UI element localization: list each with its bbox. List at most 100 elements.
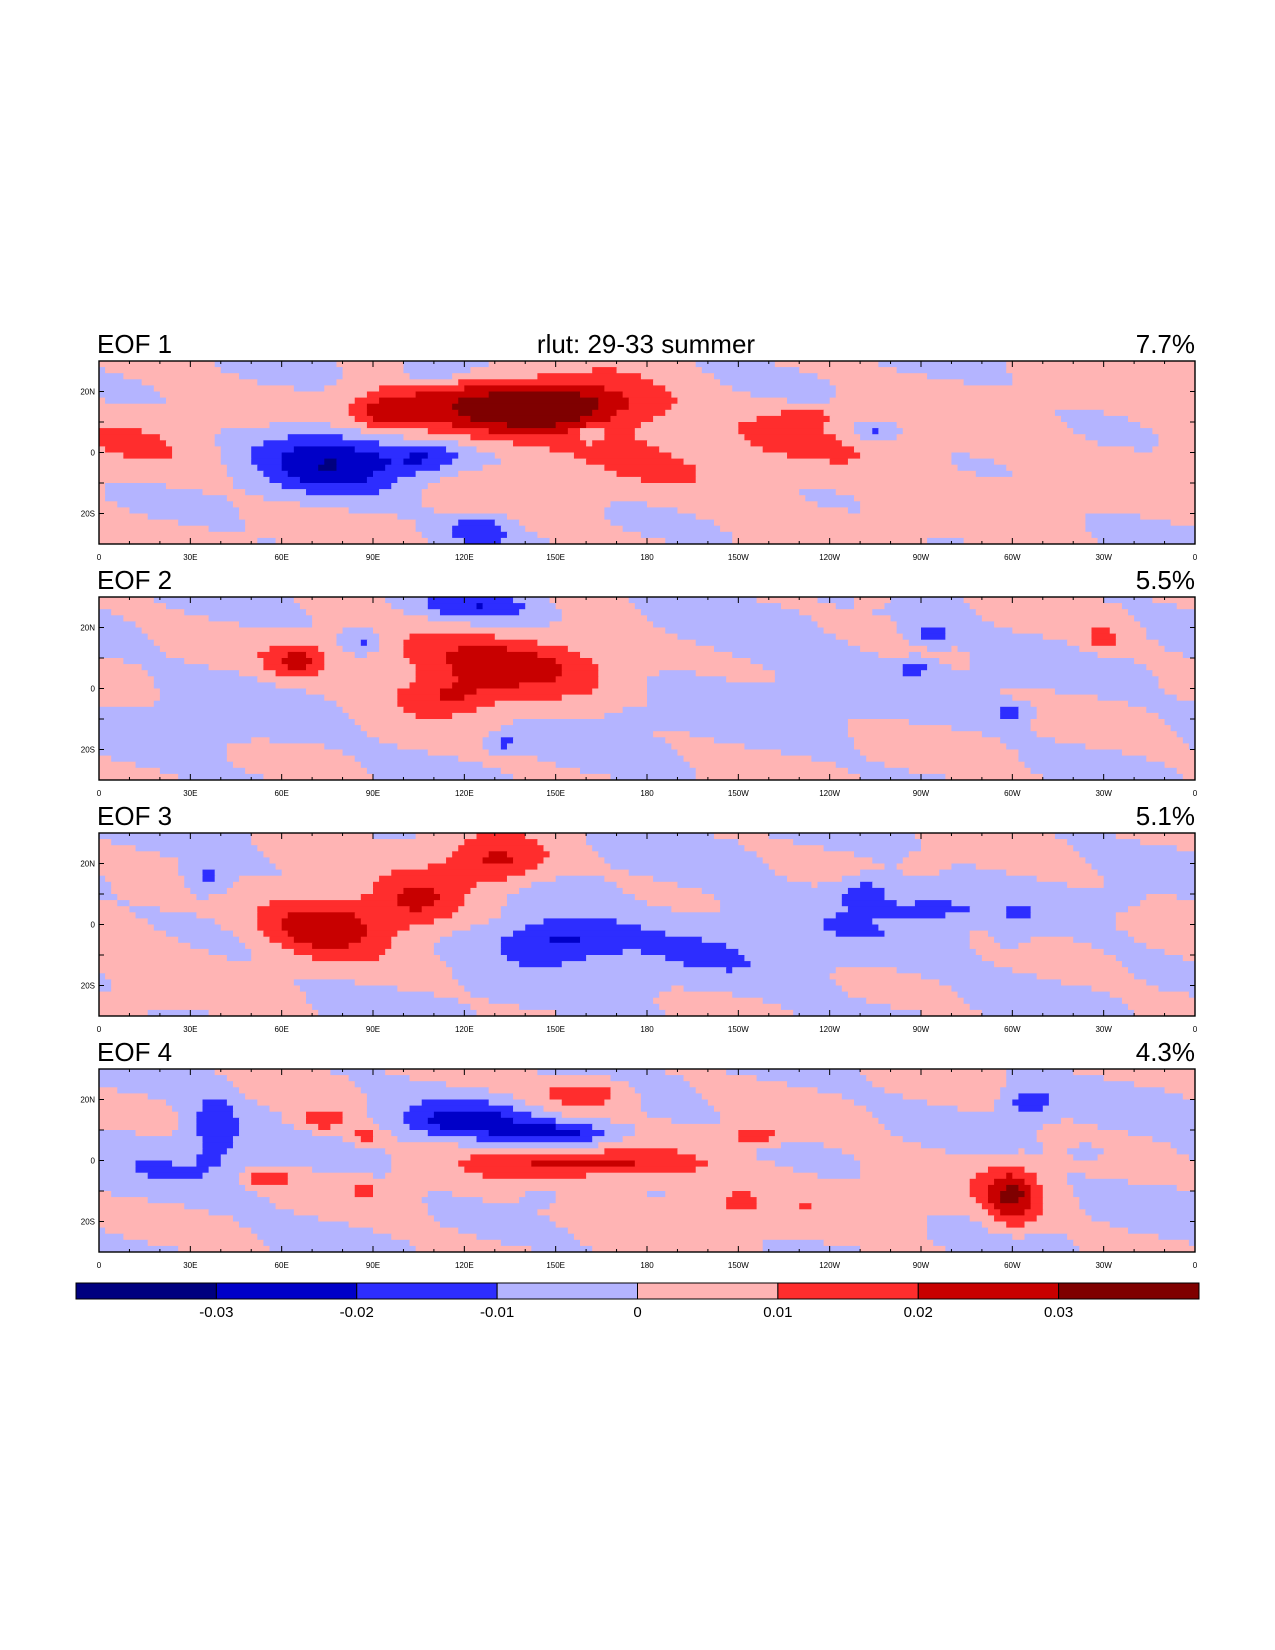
heatmap-cell <box>1024 1233 1068 1241</box>
heatmap-cell <box>105 1227 252 1235</box>
heatmap-cell <box>403 645 459 653</box>
heatmap-cell <box>872 1111 1195 1119</box>
heatmap-cell <box>604 1099 642 1107</box>
heatmap-cell <box>153 597 295 604</box>
heatmap-cell <box>994 961 1123 968</box>
x-tick-label: 150E <box>546 1261 565 1270</box>
heatmap-cell <box>1042 1197 1080 1204</box>
heatmap-cell <box>1036 1178 1068 1186</box>
heatmap-cell <box>251 955 313 962</box>
heatmap-cell <box>500 948 624 956</box>
heatmap-cell <box>1061 1117 1074 1125</box>
heatmap-cell <box>99 887 112 895</box>
heatmap-cell <box>159 906 258 913</box>
heatmap-cell <box>105 446 173 454</box>
heatmap-cell <box>135 1160 173 1168</box>
heatmap-cell <box>281 464 319 472</box>
heatmap-cell <box>902 1093 1001 1101</box>
heatmap-cell <box>366 476 398 484</box>
heatmap-cell <box>99 1203 185 1210</box>
heatmap-cell <box>421 458 453 466</box>
x-tick-label: 60W <box>1004 553 1021 562</box>
heatmap-cell <box>470 1154 697 1162</box>
heatmap-cell <box>695 773 861 780</box>
heatmap-cell <box>99 725 362 732</box>
panel-eof-4: EOF 4 4.3% 0 30E 60E 90E 120E 150E 180 150W 120W… <box>80 1037 1197 1270</box>
heatmap-cell <box>738 839 794 846</box>
heatmap-cell <box>403 639 538 647</box>
heatmap-cell <box>561 1111 648 1119</box>
heatmap-cell <box>123 615 210 622</box>
heatmap-cell <box>713 519 1086 527</box>
heatmap-cell <box>99 507 131 515</box>
heatmap-cell <box>99 446 106 454</box>
heatmap-cell <box>190 942 246 950</box>
heatmap-cell <box>525 869 630 877</box>
heatmap-cell <box>239 1117 283 1125</box>
heatmap-cell <box>458 519 496 527</box>
heatmap-cell <box>713 373 819 380</box>
heatmap-cell <box>336 379 459 386</box>
heatmap-cell <box>226 1075 350 1082</box>
heatmap-cell <box>720 906 849 913</box>
heatmap-cell <box>470 924 526 932</box>
heatmap-cell <box>476 706 624 714</box>
heatmap-cell <box>506 894 636 901</box>
heatmap-cell <box>866 1105 959 1113</box>
heatmap-cell <box>1073 845 1178 852</box>
colorbar-swatch <box>356 1282 498 1300</box>
heatmap-cell <box>1036 712 1160 720</box>
heatmap-cell <box>738 1130 776 1137</box>
heatmap-cell <box>604 513 697 521</box>
panel-3-variance: 5.1% <box>1136 801 1195 831</box>
heatmap-cell <box>269 737 380 744</box>
heatmap-cell <box>1030 1197 1044 1204</box>
heatmap-cell <box>1091 531 1195 539</box>
heatmap-cell <box>488 1099 526 1107</box>
heatmap-cell <box>829 458 849 466</box>
heatmap-cell <box>184 658 264 665</box>
heatmap-cell <box>239 621 313 629</box>
heatmap-cell <box>1091 639 1117 647</box>
heatmap-cell <box>945 633 1044 641</box>
heatmap-cell <box>354 755 459 763</box>
heatmap-cell <box>293 948 386 956</box>
heatmap-cell <box>1182 955 1195 962</box>
heatmap-cell <box>793 1009 922 1016</box>
heatmap-cell <box>732 385 837 393</box>
heatmap-cell <box>1128 1003 1195 1011</box>
heatmap-cell <box>1048 1093 1184 1101</box>
heatmap-cell <box>902 428 1074 435</box>
heatmap-cell <box>293 385 325 393</box>
heatmap-cell <box>348 409 368 417</box>
heatmap-cell <box>866 997 965 1005</box>
heatmap-cell <box>318 464 338 472</box>
heatmap-cell <box>500 737 514 744</box>
heatmap-cell <box>208 1209 295 1216</box>
heatmap-cell <box>391 942 435 950</box>
heatmap-cell <box>750 961 995 968</box>
heatmap-cell <box>513 857 545 865</box>
heatmap-cell <box>854 422 898 429</box>
heatmap-cell <box>653 379 721 386</box>
heatmap-cell <box>817 881 861 889</box>
heatmap-cell <box>659 446 764 454</box>
x-tick-label: 120E <box>455 1025 474 1034</box>
heatmap-cell <box>1128 906 1195 913</box>
heatmap-cell <box>1146 706 1195 714</box>
heatmap-cell <box>342 627 374 635</box>
heatmap-cell <box>1176 731 1195 738</box>
heatmap-cell <box>665 955 746 962</box>
heatmap-cell <box>531 1111 563 1119</box>
heatmap-cell <box>99 1227 106 1235</box>
heatmap-cell <box>634 1130 739 1137</box>
heatmap-cell <box>586 458 685 466</box>
heatmap-cell <box>232 1111 283 1119</box>
heatmap-cell <box>251 1178 289 1186</box>
heatmap-cell <box>1103 875 1195 883</box>
heatmap-cell <box>202 1136 234 1143</box>
heatmap-cell <box>214 869 283 877</box>
heatmap-cell <box>1134 936 1195 944</box>
heatmap-cell <box>452 973 831 980</box>
heatmap-cell <box>433 507 605 515</box>
